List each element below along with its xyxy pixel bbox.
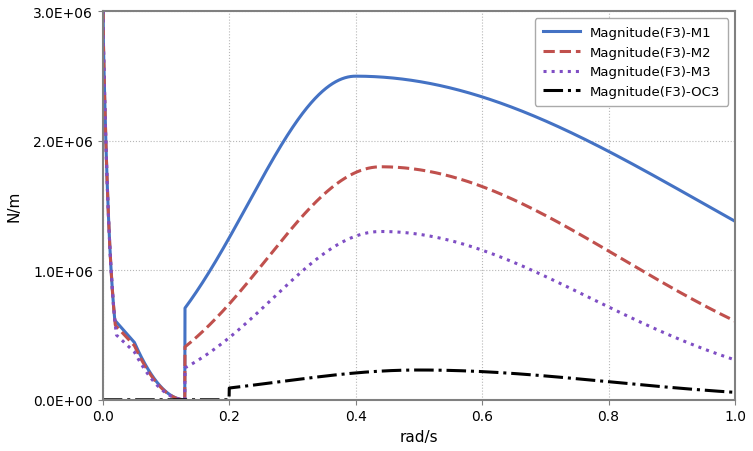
Magnitude(F3)-M2 bbox=[170, 395, 179, 400]
Line: Magnitude(F3)-M1: Magnitude(F3)-M1 bbox=[102, 13, 735, 400]
Magnitude(F3)-M1 bbox=[180, 397, 189, 403]
Magnitude(F3)-OC3 bbox=[718, 389, 727, 394]
Magnitude(F3)-M2 bbox=[180, 397, 189, 403]
Magnitude(F3)-M3 bbox=[650, 326, 659, 331]
Magnitude(F3)-M1 bbox=[368, 75, 377, 80]
Magnitude(F3)-OC3 bbox=[368, 369, 377, 374]
Magnitude(F3)-OC3 bbox=[340, 371, 349, 377]
Magnitude(F3)-M1 bbox=[170, 395, 179, 400]
Line: Magnitude(F3)-M2: Magnitude(F3)-M2 bbox=[102, 13, 735, 400]
Magnitude(F3)-M1 bbox=[208, 264, 217, 269]
X-axis label: rad/s: rad/s bbox=[400, 429, 438, 444]
Magnitude(F3)-M3 bbox=[170, 395, 179, 400]
Magnitude(F3)-M3 bbox=[730, 357, 739, 363]
Magnitude(F3)-M3 bbox=[718, 353, 727, 359]
Magnitude(F3)-M2 bbox=[730, 319, 739, 324]
Magnitude(F3)-OC3 bbox=[730, 390, 739, 395]
Magnitude(F3)-M1 bbox=[730, 219, 739, 225]
Line: Magnitude(F3)-M3: Magnitude(F3)-M3 bbox=[102, 13, 735, 400]
Magnitude(F3)-OC3 bbox=[414, 368, 423, 373]
Y-axis label: N/m: N/m bbox=[7, 190, 22, 222]
Magnitude(F3)-OC3 bbox=[650, 383, 659, 389]
Magnitude(F3)-M2 bbox=[718, 313, 727, 318]
Magnitude(F3)-M3 bbox=[180, 397, 189, 403]
Magnitude(F3)-OC3 bbox=[98, 397, 107, 403]
Magnitude(F3)-OC3 bbox=[208, 397, 217, 403]
Line: Magnitude(F3)-OC3: Magnitude(F3)-OC3 bbox=[102, 370, 735, 400]
Magnitude(F3)-M3 bbox=[98, 10, 107, 15]
Magnitude(F3)-M1 bbox=[341, 76, 350, 81]
Magnitude(F3)-M2 bbox=[368, 166, 377, 171]
Magnitude(F3)-M2 bbox=[341, 176, 350, 181]
Magnitude(F3)-M2 bbox=[98, 10, 107, 15]
Magnitude(F3)-M1 bbox=[98, 10, 107, 15]
Legend: Magnitude(F3)-M1, Magnitude(F3)-M2, Magnitude(F3)-M3, Magnitude(F3)-OC3: Magnitude(F3)-M1, Magnitude(F3)-M2, Magn… bbox=[535, 19, 728, 106]
Magnitude(F3)-M3 bbox=[208, 348, 217, 353]
Magnitude(F3)-M3 bbox=[341, 238, 350, 244]
Magnitude(F3)-M2 bbox=[208, 319, 217, 325]
Magnitude(F3)-M3 bbox=[368, 230, 377, 235]
Magnitude(F3)-M1 bbox=[718, 212, 727, 218]
Magnitude(F3)-M1 bbox=[650, 174, 659, 179]
Magnitude(F3)-M2 bbox=[650, 276, 659, 281]
Magnitude(F3)-OC3 bbox=[170, 397, 179, 403]
